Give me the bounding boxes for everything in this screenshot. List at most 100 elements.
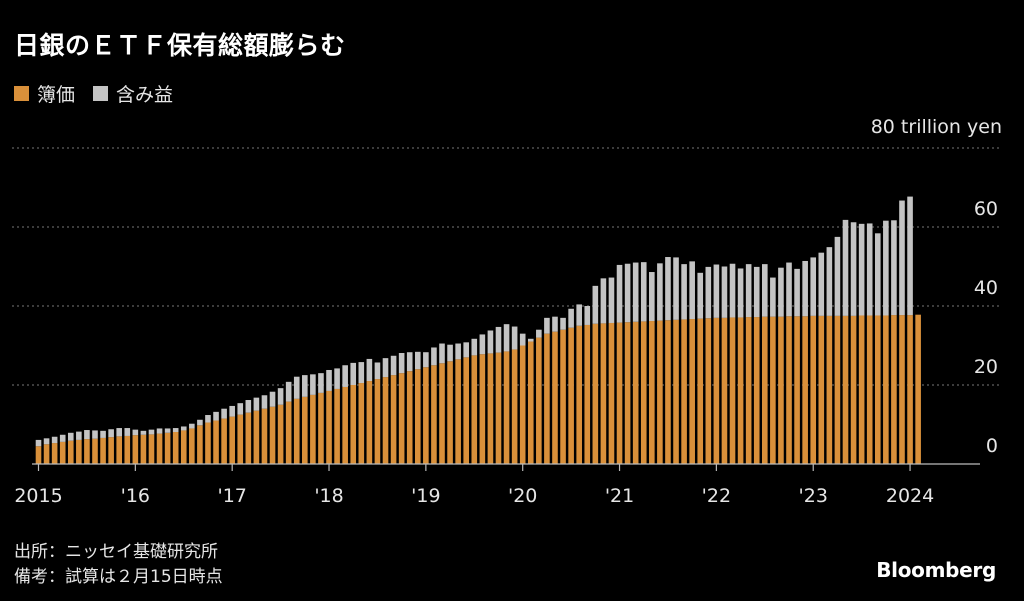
bar-book-value-47 (414, 369, 421, 464)
bar-unrealized-gain-10 (116, 428, 122, 437)
y-tick-label-20: 20 (974, 356, 998, 378)
bar-book-value-57 (495, 352, 502, 464)
bar-book-value-41 (366, 381, 373, 464)
bar-unrealized-gain-102 (858, 223, 865, 316)
x-tick-label-2: '17 (217, 485, 246, 507)
bar-book-value-15 (156, 433, 163, 464)
bar-unrealized-gain-33 (302, 375, 308, 397)
bar-book-value-58 (503, 351, 510, 464)
bar-book-value-66 (568, 327, 574, 464)
bar-book-value-35 (318, 392, 324, 464)
bar-book-value-44 (390, 375, 397, 464)
bar-unrealized-gain-77 (657, 263, 663, 321)
bar-unrealized-gain-21 (205, 415, 211, 423)
bar-book-value-40 (358, 383, 365, 464)
bar-book-value-29 (269, 406, 276, 464)
x-tick-label-1: '16 (121, 485, 150, 507)
x-tick-label-4: '19 (411, 485, 440, 507)
bar-unrealized-gain-8 (100, 430, 106, 438)
x-tick-label-8: '23 (799, 485, 828, 507)
bar-book-value-37 (334, 388, 340, 464)
bar-unrealized-gain-82 (697, 272, 704, 319)
source-note: 出所：ニッセイ基礎研究所 (14, 542, 218, 562)
x-tick-label-3: '18 (314, 485, 343, 507)
bar-unrealized-gain-64 (552, 316, 558, 332)
bar-book-value-6 (84, 439, 90, 464)
bar-unrealized-gain-22 (213, 411, 219, 421)
bar-unrealized-gain-103 (866, 223, 873, 316)
bar-book-value-49 (431, 365, 437, 464)
bar-unrealized-gain-68 (584, 306, 591, 325)
bloomberg-logo: Bloomberg (876, 558, 996, 582)
bar-book-value-67 (576, 325, 582, 464)
bar-unrealized-gain-42 (374, 362, 381, 380)
bar-book-value-51 (447, 361, 453, 464)
bar-unrealized-gain-60 (519, 333, 526, 346)
bar-unrealized-gain-95 (802, 260, 808, 317)
bar-book-value-22 (213, 420, 219, 464)
bar-unrealized-gain-16 (164, 428, 171, 433)
bar-unrealized-gain-92 (778, 267, 784, 317)
bar-unrealized-gain-72 (616, 264, 623, 323)
bar-book-value-64 (552, 331, 558, 464)
bar-unrealized-gain-96 (810, 257, 817, 316)
bar-unrealized-gain-104 (874, 233, 881, 316)
bar-book-value-102 (858, 315, 865, 464)
bar-unrealized-gain-57 (495, 326, 502, 353)
bar-book-value-55 (479, 354, 486, 464)
bar-unrealized-gain-15 (156, 428, 163, 434)
x-tick-label-0: 2015 (14, 485, 62, 507)
legend-swatch-unrealized-gain (93, 86, 109, 101)
bar-unrealized-gain-31 (285, 381, 292, 402)
bar-book-value-80 (681, 319, 687, 464)
bar-unrealized-gain-34 (310, 374, 316, 395)
footnotes: 出所：ニッセイ基礎研究所 備考：試算は２月15日時点 (14, 540, 223, 590)
bar-unrealized-gain-48 (423, 352, 429, 368)
bar-unrealized-gain-3 (59, 434, 66, 442)
bar-book-value-13 (140, 434, 147, 464)
bar-book-value-53 (463, 357, 470, 464)
bar-unrealized-gain-36 (326, 369, 332, 391)
bar-unrealized-gain-41 (366, 358, 373, 382)
bar-book-value-101 (850, 315, 857, 464)
bar-unrealized-gain-93 (786, 262, 792, 317)
bar-book-value-18 (180, 430, 187, 464)
bar-unrealized-gain-14 (148, 429, 155, 435)
bar-book-value-14 (148, 434, 155, 464)
bar-book-value-83 (705, 318, 712, 464)
bar-unrealized-gain-0 (35, 439, 42, 447)
bar-unrealized-gain-46 (406, 352, 413, 372)
bar-book-value-89 (753, 317, 760, 464)
bar-book-value-69 (592, 323, 599, 464)
bar-book-value-106 (891, 315, 897, 464)
bar-unrealized-gain-100 (842, 219, 849, 316)
bar-unrealized-gain-88 (745, 264, 752, 318)
bar-unrealized-gain-32 (293, 376, 300, 399)
bar-book-value-2 (51, 443, 58, 464)
bar-unrealized-gain-87 (737, 268, 744, 318)
bar-unrealized-gain-108 (907, 196, 913, 316)
bar-unrealized-gain-73 (624, 263, 631, 323)
bar-unrealized-gain-61 (527, 338, 534, 342)
bar-book-value-104 (874, 315, 881, 464)
x-tick-label-6: '21 (605, 485, 634, 507)
bar-unrealized-gain-53 (463, 342, 470, 358)
bar-unrealized-gain-54 (471, 338, 478, 356)
y-axis-unit-label: 80 trillion yen (870, 116, 1002, 138)
bar-unrealized-gain-6 (84, 430, 90, 440)
bar-book-value-108 (907, 315, 913, 464)
bar-book-value-43 (382, 377, 389, 464)
bar-book-value-103 (866, 315, 873, 464)
bar-unrealized-gain-12 (132, 429, 139, 436)
bar-unrealized-gain-17 (172, 428, 179, 433)
bar-book-value-26 (245, 412, 252, 464)
bar-book-value-0 (35, 446, 42, 464)
bar-book-value-98 (826, 315, 833, 464)
remark-note: 備考：試算は２月15日時点 (14, 567, 223, 587)
bar-book-value-96 (810, 315, 817, 464)
y-tick-label-40: 40 (974, 277, 998, 299)
bar-book-value-46 (406, 371, 413, 464)
y-tick-label-60: 60 (974, 198, 998, 220)
bar-unrealized-gain-75 (640, 262, 647, 322)
bar-book-value-91 (770, 316, 776, 464)
